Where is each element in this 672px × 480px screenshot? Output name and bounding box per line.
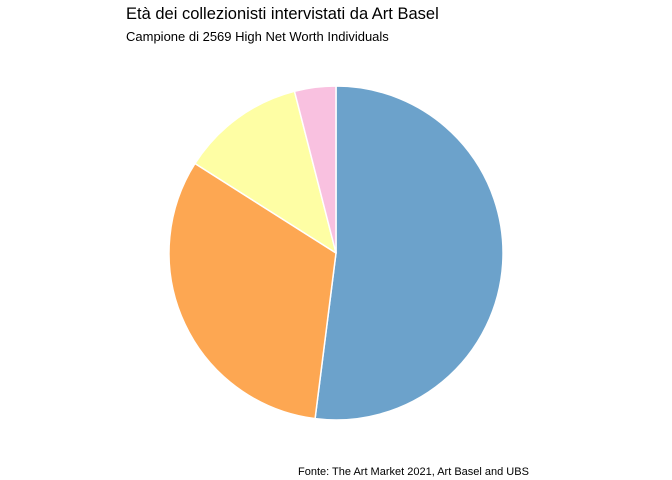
chart-caption: Fonte: The Art Market 2021, Art Basel an…	[298, 466, 529, 478]
pie-slice-4	[293, 85, 337, 254]
pie-slices	[168, 85, 504, 421]
pie-slice-1	[314, 85, 504, 421]
chart-subtitle: Campione di 2569 High Net Worth Individu…	[126, 29, 389, 44]
pie-slice-3	[194, 90, 337, 254]
chart-title: Età dei collezionisti intervistati da Ar…	[126, 5, 439, 23]
